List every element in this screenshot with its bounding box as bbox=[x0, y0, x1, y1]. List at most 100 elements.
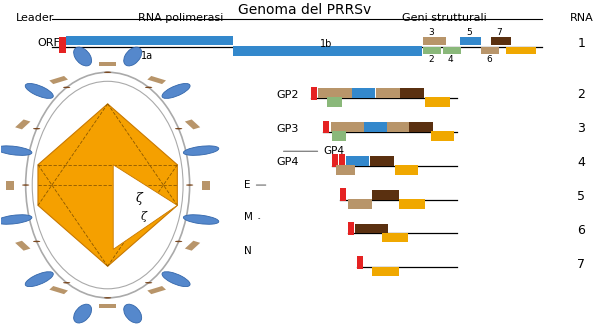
Text: GP4: GP4 bbox=[276, 158, 299, 167]
Bar bbox=[364, 122, 387, 132]
Text: 5: 5 bbox=[577, 190, 585, 203]
Bar bbox=[340, 188, 346, 201]
Text: 4: 4 bbox=[448, 55, 454, 64]
Bar bbox=[202, 181, 210, 189]
Bar bbox=[331, 122, 367, 132]
Ellipse shape bbox=[33, 128, 40, 129]
Ellipse shape bbox=[74, 47, 92, 66]
Text: 1b: 1b bbox=[320, 39, 332, 49]
Text: 2: 2 bbox=[577, 88, 585, 101]
Ellipse shape bbox=[74, 304, 92, 323]
Text: 1: 1 bbox=[577, 37, 585, 50]
Text: 5: 5 bbox=[467, 28, 472, 36]
Text: ζ: ζ bbox=[135, 192, 142, 205]
Bar bbox=[15, 241, 30, 251]
Bar bbox=[381, 233, 408, 242]
Bar bbox=[423, 47, 441, 54]
Ellipse shape bbox=[124, 304, 142, 323]
Bar bbox=[400, 88, 424, 98]
Ellipse shape bbox=[63, 87, 70, 88]
Bar bbox=[461, 36, 481, 45]
Bar bbox=[49, 76, 68, 84]
Bar bbox=[148, 76, 166, 84]
Bar bbox=[59, 37, 66, 53]
Bar bbox=[66, 36, 234, 45]
Ellipse shape bbox=[63, 282, 70, 283]
Bar bbox=[327, 98, 342, 107]
Text: E: E bbox=[244, 180, 266, 190]
Ellipse shape bbox=[0, 215, 32, 224]
Ellipse shape bbox=[124, 47, 142, 66]
Bar bbox=[323, 121, 329, 134]
Text: 7: 7 bbox=[577, 257, 585, 270]
Bar bbox=[491, 36, 511, 45]
Bar bbox=[185, 120, 200, 129]
Bar bbox=[376, 88, 400, 98]
Text: 6: 6 bbox=[486, 55, 492, 64]
Ellipse shape bbox=[184, 146, 219, 155]
Text: Leader: Leader bbox=[16, 13, 54, 23]
Ellipse shape bbox=[175, 241, 182, 242]
Text: 7: 7 bbox=[497, 28, 502, 36]
Text: ORF: ORF bbox=[38, 38, 61, 48]
Polygon shape bbox=[38, 104, 178, 266]
Bar bbox=[339, 154, 345, 167]
Bar bbox=[148, 286, 166, 294]
Bar bbox=[481, 47, 500, 54]
Bar bbox=[234, 46, 422, 56]
Bar bbox=[348, 199, 371, 209]
Text: GP2: GP2 bbox=[276, 90, 299, 100]
Bar bbox=[99, 304, 116, 308]
Bar bbox=[5, 181, 13, 189]
Bar bbox=[398, 199, 425, 209]
Bar bbox=[371, 190, 398, 200]
Text: 3: 3 bbox=[577, 122, 585, 135]
Text: M: M bbox=[244, 212, 260, 222]
Text: 4: 4 bbox=[577, 156, 585, 169]
Ellipse shape bbox=[184, 215, 219, 224]
Bar bbox=[49, 286, 68, 294]
Bar bbox=[99, 62, 116, 66]
Polygon shape bbox=[113, 165, 178, 249]
Bar bbox=[425, 98, 450, 107]
Text: Geni strutturali: Geni strutturali bbox=[402, 13, 487, 23]
Bar bbox=[348, 222, 354, 235]
Bar bbox=[332, 154, 339, 167]
Bar bbox=[336, 165, 356, 175]
Bar bbox=[185, 241, 200, 251]
Ellipse shape bbox=[104, 297, 111, 299]
Bar bbox=[506, 47, 536, 54]
Text: GP3: GP3 bbox=[276, 124, 299, 134]
Ellipse shape bbox=[22, 184, 29, 186]
Ellipse shape bbox=[145, 282, 152, 283]
Ellipse shape bbox=[26, 72, 190, 298]
Bar bbox=[357, 256, 363, 269]
Text: RNA polimerasi: RNA polimerasi bbox=[138, 13, 223, 23]
Ellipse shape bbox=[175, 128, 182, 129]
Text: ζ: ζ bbox=[141, 211, 147, 222]
Ellipse shape bbox=[104, 72, 111, 73]
Text: GP4: GP4 bbox=[284, 146, 344, 156]
Ellipse shape bbox=[0, 146, 32, 155]
Bar bbox=[423, 36, 446, 45]
Bar bbox=[332, 131, 346, 141]
Bar bbox=[346, 156, 370, 166]
Ellipse shape bbox=[145, 87, 152, 88]
Text: N: N bbox=[244, 246, 252, 256]
Bar bbox=[387, 122, 410, 132]
Bar bbox=[311, 87, 317, 100]
Bar bbox=[370, 156, 394, 166]
Text: Genoma del PRRSv: Genoma del PRRSv bbox=[239, 3, 371, 17]
Bar bbox=[15, 120, 30, 129]
Text: RNA: RNA bbox=[569, 13, 593, 23]
Bar bbox=[443, 47, 461, 54]
Text: 6: 6 bbox=[577, 224, 585, 237]
Text: 3: 3 bbox=[428, 28, 434, 36]
Text: 2: 2 bbox=[428, 55, 434, 64]
Ellipse shape bbox=[25, 272, 53, 287]
Bar bbox=[431, 131, 454, 141]
Ellipse shape bbox=[25, 84, 53, 98]
Bar bbox=[371, 266, 398, 276]
Text: 1a: 1a bbox=[141, 51, 153, 61]
Bar bbox=[395, 165, 418, 175]
